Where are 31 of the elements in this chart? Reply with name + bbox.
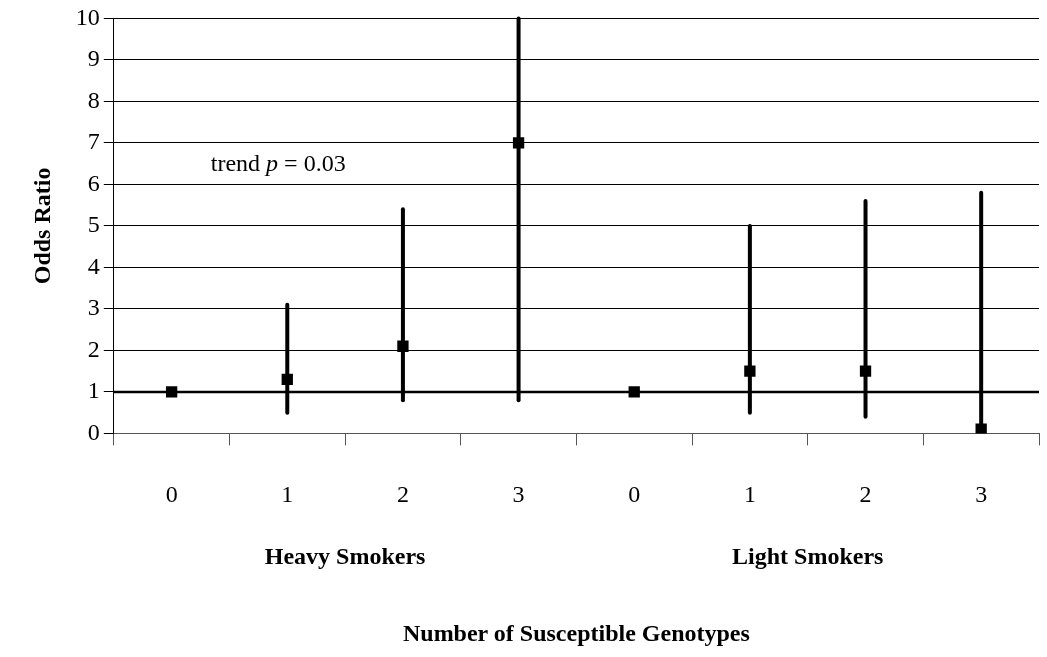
y-tick-label: 9 <box>87 45 100 72</box>
x-tick-label: 0 <box>165 481 178 508</box>
x-axis-title: Number of Susceptible Genotypes <box>402 619 750 646</box>
y-tick-label: 2 <box>87 335 100 362</box>
point <box>859 365 872 377</box>
y-tick-label: 0 <box>87 418 100 445</box>
x-tick-label: 1 <box>743 481 756 508</box>
y-tick-label: 5 <box>87 211 100 238</box>
x-tick-label: 1 <box>281 481 294 508</box>
y-tick-label: 6 <box>87 169 100 196</box>
y-axis-title: Odds Ratio <box>28 167 55 285</box>
point <box>281 373 293 386</box>
x-tick-label: 2 <box>396 481 409 508</box>
point <box>165 386 178 398</box>
annotation: trend p = 0.03 <box>210 149 346 176</box>
point <box>512 137 525 149</box>
y-tick-label: 7 <box>87 128 100 155</box>
y-tick-label: 3 <box>87 294 100 321</box>
y-tick-label: 8 <box>87 86 100 113</box>
y-tick-label: 4 <box>87 252 100 279</box>
point <box>744 365 756 377</box>
x-tick-label: 2 <box>859 481 872 508</box>
y-tick-label: 1 <box>87 377 100 404</box>
x-tick-label: 3 <box>512 481 525 508</box>
point <box>628 386 640 398</box>
text: Light Smokers <box>732 543 884 570</box>
y-tick-label: 10 <box>75 3 100 30</box>
x-tick-label: 3 <box>975 481 988 508</box>
text: Heavy Smokers <box>264 543 426 570</box>
point <box>397 340 409 352</box>
x-tick-label: 0 <box>628 481 641 508</box>
